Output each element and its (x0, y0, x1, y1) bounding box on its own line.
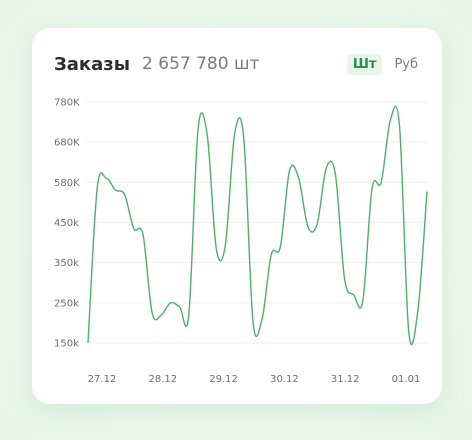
card-title: Заказы (54, 53, 131, 75)
x-tick-label: 01.01 (392, 374, 421, 385)
x-tick-label: 30.12 (270, 374, 299, 385)
y-tick-label: 450k (54, 218, 79, 229)
unit-toggle-group: Шт Руб (346, 53, 424, 75)
orders-chart-card: Заказы 2 657 780 шт Шт Руб (32, 28, 442, 404)
y-tick-label: 780K (54, 98, 80, 109)
toggle-rubles[interactable]: Руб (394, 56, 418, 72)
x-tick-label: 29.12 (209, 374, 238, 385)
y-tick-label: 580K (54, 178, 80, 189)
card-header: Заказы 2 657 780 шт Шт Руб (54, 50, 424, 78)
toggle-pieces[interactable]: Шт (346, 53, 383, 75)
y-tick-label: 350k (54, 258, 79, 269)
orders-total: 2 657 780 шт (142, 54, 260, 74)
orders-series-line (87, 105, 428, 346)
x-tick-label: 28.12 (148, 374, 177, 385)
y-tick-label: 250k (54, 298, 79, 309)
y-tick-label: 680K (54, 138, 80, 149)
x-tick-label: 31.12 (331, 374, 360, 385)
y-tick-label: 150k (54, 339, 79, 350)
x-tick-label: 27.12 (88, 374, 117, 385)
